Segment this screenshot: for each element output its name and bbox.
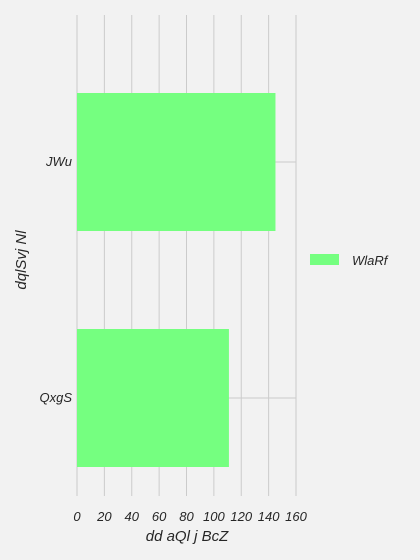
x-tick-label: 20 [96, 509, 112, 524]
x-tick-label: 80 [179, 509, 194, 524]
x-axis-label: dd aQl j BcZ [146, 528, 229, 545]
bars [77, 93, 276, 467]
y-category-labels: JWu QxgS [39, 154, 72, 405]
x-tick-label: 0 [73, 509, 81, 524]
x-ticks: 0 20 40 60 80 100 120 140 160 [73, 509, 307, 524]
x-tick-label: 120 [230, 509, 252, 524]
legend-swatch [310, 254, 339, 265]
legend-label: WlaRf [352, 253, 389, 268]
bar [77, 329, 229, 467]
y-category-label: JWu [45, 154, 72, 169]
x-tick-label: 160 [285, 509, 307, 524]
y-category-label: QxgS [39, 390, 72, 405]
legend: WlaRf [310, 253, 389, 268]
y-axis-label: dqlSvj Nl [13, 230, 30, 290]
x-tick-label: 140 [258, 509, 280, 524]
x-tick-label: 100 [203, 509, 225, 524]
bar [77, 93, 276, 231]
x-tick-label: 40 [125, 509, 140, 524]
x-tick-label: 60 [152, 509, 167, 524]
